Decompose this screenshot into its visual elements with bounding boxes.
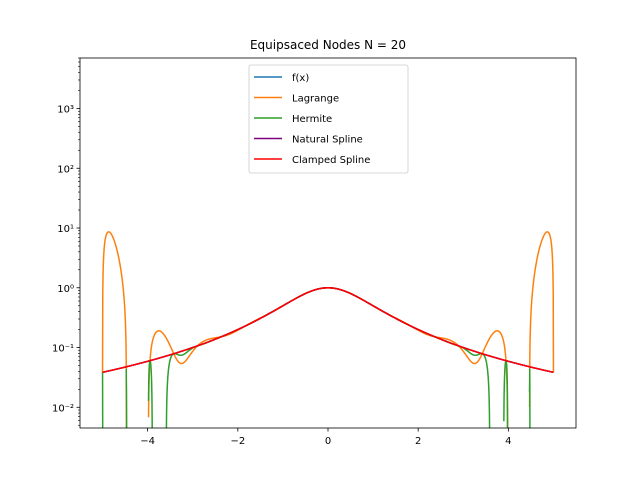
- y-tick-label: 10⁻¹: [52, 344, 74, 355]
- legend-label-f-x: f(x): [292, 73, 309, 84]
- x-tick-label: 4: [505, 436, 511, 447]
- y-tick-label: 10⁰: [57, 284, 74, 295]
- legend-label-natural-spline: Natural Spline: [292, 135, 363, 146]
- legend-label-clamped-spline: Clamped Spline: [292, 155, 370, 166]
- y-tick-label: 10²: [57, 164, 74, 175]
- axis-ticks: −4 −2 0 2 4 10⁻² 10⁻¹ 10⁰ 10¹ 10² 10³: [52, 57, 512, 447]
- legend-label-hermite: Hermite: [292, 114, 332, 125]
- series-layer: [102, 231, 554, 428]
- x-tick-label: −2: [230, 436, 245, 447]
- x-tick-label: −4: [140, 436, 155, 447]
- series-line-clamped-spline: [102, 287, 554, 374]
- x-tick-label: 0: [325, 436, 331, 447]
- legend-label-lagrange: Lagrange: [292, 94, 339, 105]
- x-tick-label: 2: [415, 436, 421, 447]
- y-tick-label: 10¹: [57, 224, 74, 235]
- chart-title: Equipsaced Nodes N = 20: [250, 38, 406, 52]
- legend: f(x) Lagrange Hermite Natural Spline Clamped…: [248, 64, 409, 174]
- legend-box: [248, 64, 409, 174]
- y-tick-label: 10³: [57, 104, 74, 115]
- y-tick-label: 10⁻²: [52, 403, 74, 414]
